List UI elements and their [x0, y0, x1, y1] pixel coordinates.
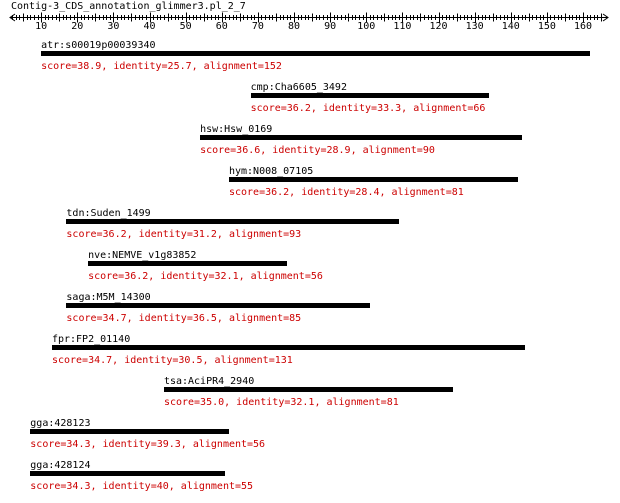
hit-name-label: cmp:Cha6605_3492	[250, 82, 347, 93]
ruler-tick-label: 20	[71, 21, 84, 32]
hit-name-label: atr:s00019p00039340	[41, 40, 156, 51]
hit-alignment-bar	[41, 51, 591, 56]
ruler-tick-label: 80	[287, 21, 301, 32]
ruler-tick-label: 50	[179, 21, 192, 32]
ruler-right-arrow	[602, 13, 609, 22]
ruler-tick-label: 100	[357, 21, 376, 32]
ruler-left-arrow	[9, 13, 16, 22]
hit-stats-label: score=36.2, identity=31.2, alignment=93	[66, 229, 302, 240]
hit-stats-label: score=36.6, identity=28.9, alignment=90	[200, 145, 435, 156]
hit-stats-label: score=34.7, identity=36.5, alignment=85	[66, 313, 302, 324]
hit-stats-label: score=34.7, identity=30.5, alignment=131	[51, 355, 293, 366]
position-ruler	[9, 12, 609, 23]
hit-alignment-bar	[250, 93, 490, 98]
hit-name-label: hym:N008_07105	[228, 166, 314, 177]
hit-alignment-bar	[228, 177, 518, 182]
hit-alignment-bar	[200, 135, 522, 140]
hit-alignment-bar	[30, 471, 226, 476]
hit-alignment-bar	[51, 345, 526, 350]
hit-name-label: gga:428124	[30, 460, 91, 471]
hit-name-label: tdn:Suden_1499	[66, 208, 151, 219]
hit-alignment-bar	[30, 429, 229, 434]
hit-name-label: nve:NEMVE_v1g83852	[88, 250, 197, 261]
ruler-tick-label: 150	[537, 21, 556, 32]
hit-stats-label: score=36.2, identity=33.3, alignment=66	[250, 103, 486, 114]
hit-stats-label: score=34.3, identity=39.3, alignment=56	[30, 439, 266, 450]
hit-stats-label: score=34.3, identity=40, alignment=55	[30, 481, 254, 492]
hit-name-label: gga:428123	[30, 418, 91, 429]
ruler-tick-label: 140	[501, 21, 520, 32]
ruler-tick-label: 160	[573, 21, 593, 32]
ruler-tick-label: 130	[465, 21, 484, 32]
hit-alignment-bar	[88, 261, 287, 266]
ruler-tick-label: 110	[393, 21, 412, 32]
ruler-tick-label: 90	[324, 21, 337, 32]
ruler-tick-label: 120	[429, 21, 448, 32]
hit-alignment-bar	[66, 219, 399, 224]
hit-name-label: hsw:Hsw_0169	[200, 124, 273, 135]
hit-stats-label: score=36.2, identity=28.4, alignment=81	[228, 187, 464, 198]
ruler-tick-label: 60	[215, 21, 228, 32]
hit-name-label: fpr:FP2_01140	[51, 334, 131, 345]
hit-stats-label: score=35.0, identity=32.1, alignment=81	[163, 397, 399, 408]
hit-name-label: saga:M5M_14300	[66, 292, 151, 303]
contig-title: Contig-3_CDS_annotation_glimmer3.pl_2_7	[11, 1, 246, 12]
hit-alignment-bar	[66, 303, 370, 308]
ruler-tick-label: 70	[251, 21, 264, 32]
hit-stats-label: score=38.9, identity=25.7, alignment=152	[41, 61, 282, 72]
hit-alignment-bar	[163, 387, 453, 392]
ruler-tick-label: 40	[143, 21, 156, 32]
ruler-tick-label: 10	[35, 21, 48, 32]
ruler-tick-label: 30	[107, 21, 120, 32]
hit-stats-label: score=36.2, identity=32.1, alignment=56	[88, 271, 323, 282]
hit-name-label: tsa:AciPR4_2940	[163, 376, 255, 387]
